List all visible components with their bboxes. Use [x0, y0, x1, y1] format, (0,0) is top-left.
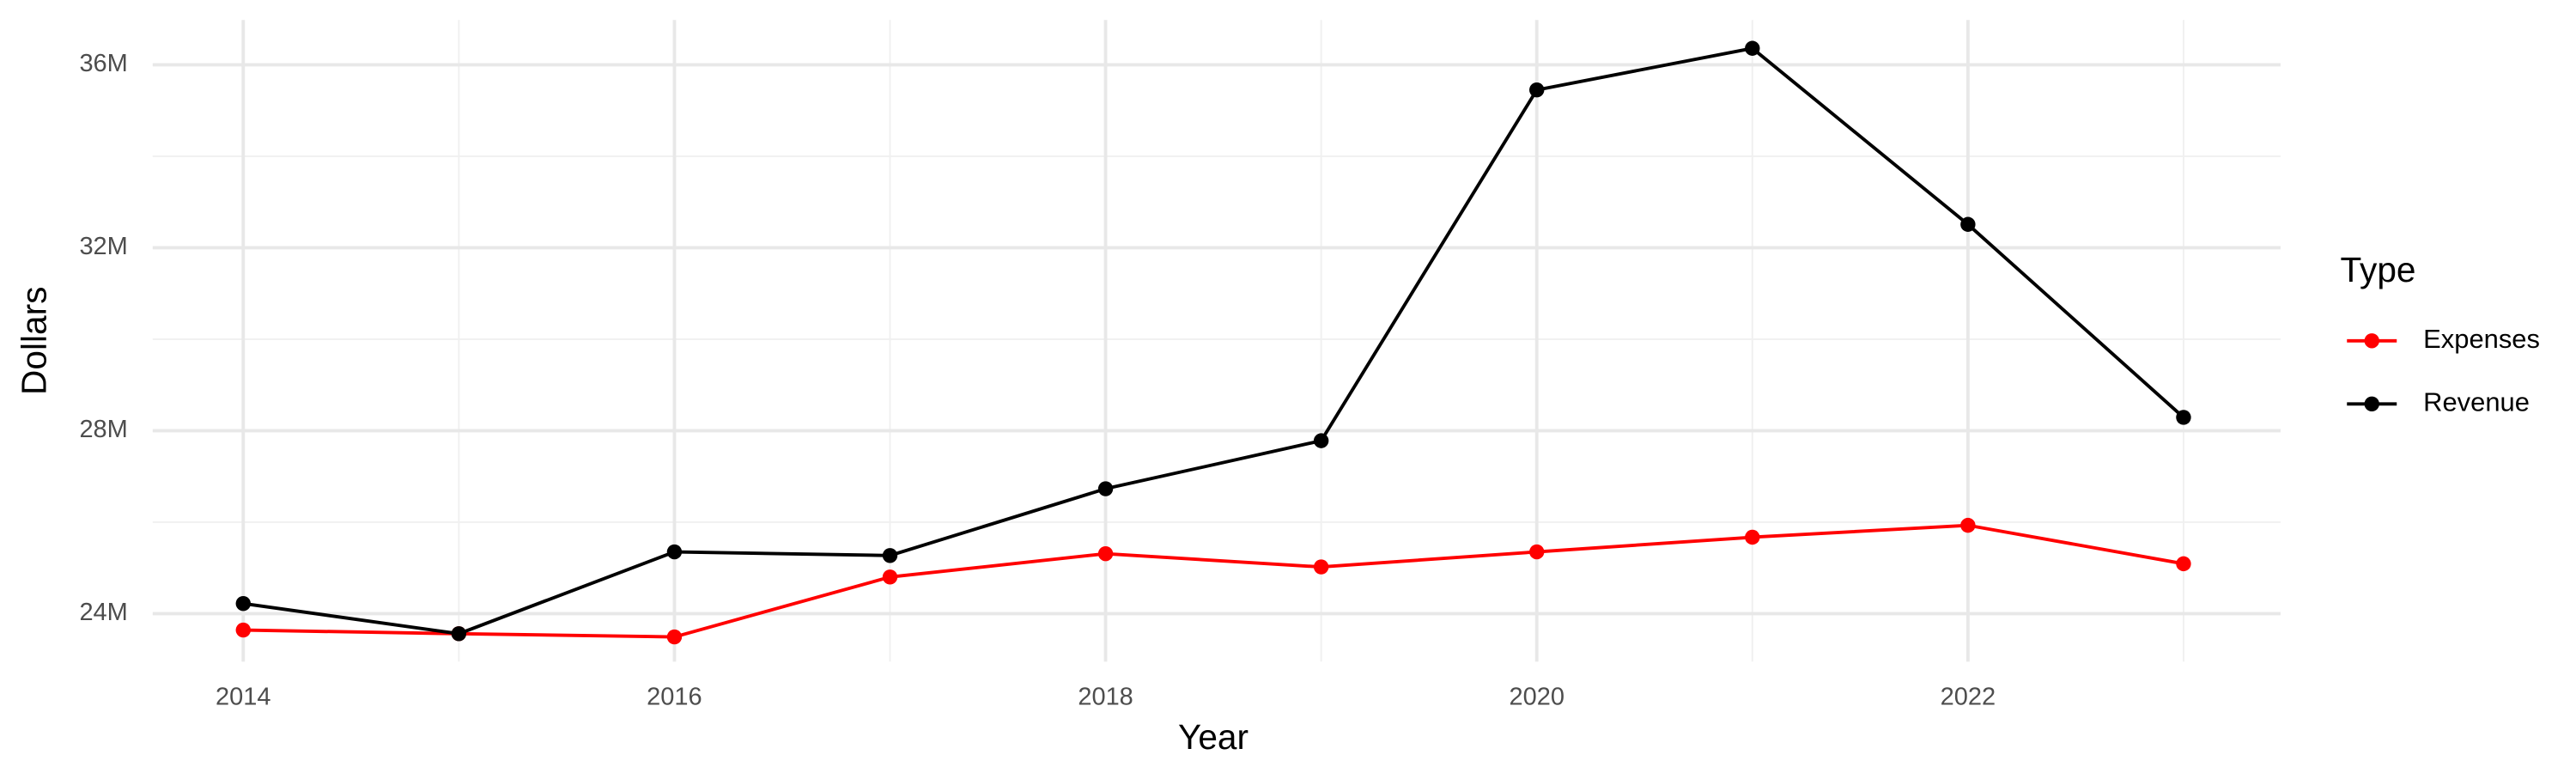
data-point	[235, 622, 251, 638]
legend-title: Type	[2341, 250, 2416, 289]
data-point	[1097, 481, 1114, 496]
y-tick-label: 24M	[79, 599, 127, 626]
x-axis-title: Year	[1178, 717, 1249, 757]
series-line	[243, 523, 2184, 639]
x-tick-label: 2014	[216, 684, 270, 711]
y-tick-label: 32M	[79, 233, 127, 260]
data-point	[1097, 545, 1114, 562]
data-point	[666, 544, 683, 560]
data-point	[1313, 559, 1329, 575]
data-point	[2176, 556, 2191, 572]
data-point	[1960, 517, 1976, 533]
legend-label: Revenue	[2423, 386, 2530, 417]
x-tick-label: 2020	[1509, 684, 1564, 711]
legend-label: Expenses	[2423, 324, 2540, 354]
data-point	[1960, 216, 1976, 232]
data-point	[2176, 410, 2191, 425]
y-tick-label: 28M	[79, 416, 127, 443]
data-point	[1745, 40, 1760, 56]
y-tick-label: 36M	[79, 50, 127, 77]
data-point	[1529, 82, 1545, 98]
data-point	[666, 629, 683, 645]
legend-key-point	[2364, 333, 2379, 349]
data-point	[1313, 433, 1329, 448]
x-tick-label: 2018	[1078, 684, 1133, 711]
x-tick-label: 2016	[647, 684, 702, 711]
y-axis-title: Dollars	[14, 287, 53, 395]
x-tick-label: 2022	[1941, 684, 1996, 711]
data-point	[1745, 529, 1760, 545]
data-point	[882, 569, 898, 585]
data-point	[451, 626, 467, 642]
legend-key-point	[2364, 396, 2379, 412]
data-point	[1529, 544, 1545, 560]
data-point	[235, 595, 251, 612]
data-point	[882, 548, 898, 563]
series-line	[243, 46, 2185, 636]
